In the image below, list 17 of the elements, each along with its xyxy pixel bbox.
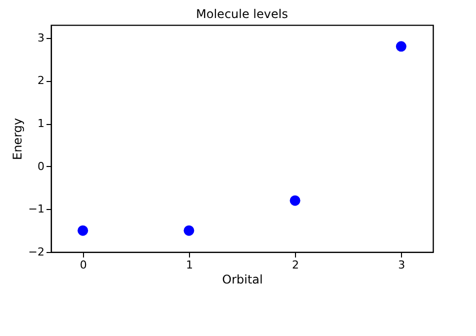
y-tick-label: 0 — [38, 160, 44, 173]
y-tick-label: −2 — [28, 246, 44, 258]
y-tick-label: 1 — [38, 117, 44, 130]
y-tick-label: 3 — [38, 31, 44, 44]
x-tick-label: 3 — [398, 258, 406, 272]
x-tick-label: 1 — [186, 258, 193, 272]
x-tick-label: 2 — [292, 258, 300, 272]
y-tick-label: 2 — [38, 74, 44, 88]
y-tick-label: −1 — [28, 202, 44, 216]
x-axis-title: Orbital — [222, 272, 263, 286]
point — [290, 195, 300, 206]
y-axis-title: Energy — [10, 118, 24, 160]
point — [396, 41, 406, 52]
chart-title: Molecule levels — [196, 7, 288, 21]
x-tick-label: 0 — [80, 258, 87, 272]
point — [184, 225, 194, 236]
point — [78, 225, 88, 236]
